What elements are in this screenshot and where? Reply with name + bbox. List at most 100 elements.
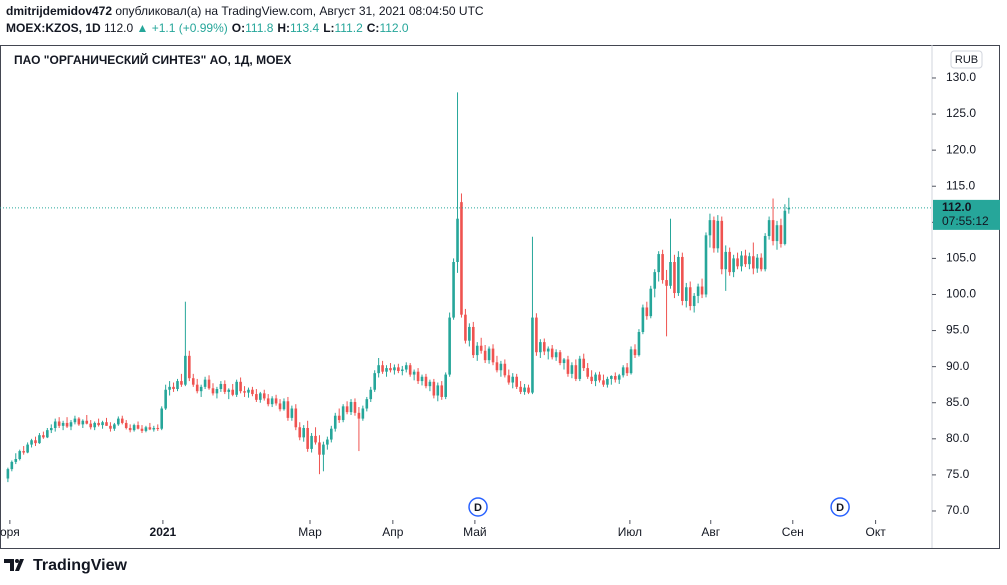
candle-body: [34, 440, 37, 444]
candle-body: [337, 415, 341, 421]
candle-body: [227, 389, 231, 392]
candle-body: [349, 402, 353, 413]
last-price-label: 112.0: [942, 200, 972, 214]
candle-body: [160, 408, 164, 429]
candle-body: [195, 384, 199, 392]
candle-body: [653, 272, 657, 289]
candle-body: [696, 286, 700, 296]
change: ▲ +1.1 (+0.99%): [137, 21, 228, 35]
y-tick-label: 95.0: [946, 323, 970, 337]
footer-brand: TradingView: [33, 557, 128, 574]
ohlc-value: 111.2: [335, 21, 364, 35]
candle-body: [176, 381, 179, 390]
candle-body: [397, 367, 400, 371]
ohlc-label: L:: [323, 21, 334, 35]
candle-body: [152, 427, 156, 430]
candle-body: [385, 368, 388, 372]
candle-body: [527, 387, 530, 393]
author: dmitrijdemidov472 опубликовал(а) на Trad…: [6, 4, 484, 18]
candle-body: [460, 202, 463, 315]
candle-body: [740, 255, 743, 267]
candle-body: [779, 225, 783, 244]
candle-body: [401, 369, 404, 371]
candle-body: [744, 255, 747, 265]
event-marker: [468, 497, 488, 517]
symbol-line: MOEX:KZOS, 1D 112.0 ▲ +1.1 (+0.99%) O:111…: [6, 21, 409, 35]
candle-body: [684, 287, 688, 301]
candle-body: [641, 307, 645, 333]
x-tick-label: 2021: [150, 525, 177, 539]
candle-body: [369, 389, 373, 400]
candle-body: [495, 362, 499, 371]
candle-body: [77, 418, 81, 425]
candle-body: [136, 425, 140, 429]
candle-body: [558, 352, 562, 364]
candle-body: [132, 425, 136, 431]
candle-body: [708, 220, 712, 236]
candle-body: [306, 427, 309, 449]
candle-body: [65, 422, 69, 427]
candle-body: [483, 350, 487, 361]
candle-body: [610, 376, 613, 379]
candle-body: [124, 422, 128, 428]
candle-body: [539, 342, 542, 353]
candle-body: [85, 420, 89, 424]
candle-body: [341, 406, 345, 421]
candle-body: [30, 440, 33, 445]
candle-body: [333, 415, 337, 429]
candle-body: [468, 326, 471, 341]
x-tick-label: Май: [463, 525, 487, 539]
candle-body: [278, 403, 282, 410]
candle-body: [93, 422, 96, 428]
candle-body: [511, 376, 515, 383]
countdown: 07:55:12: [942, 214, 989, 228]
candle-body: [424, 376, 428, 387]
candle-body: [629, 349, 633, 374]
candle-body: [661, 254, 664, 281]
author-name: dmitrijdemidov472: [6, 4, 112, 18]
candle-body: [767, 220, 771, 237]
y-tick-label: 120.0: [946, 142, 976, 156]
chart-frame: [0, 45, 1000, 549]
currency-box: [950, 50, 983, 69]
candle-body: [365, 399, 369, 409]
candle-body: [574, 365, 578, 379]
candle-body: [507, 375, 511, 383]
y-tick-label: 115.0: [946, 178, 975, 192]
candle-body: [128, 427, 132, 431]
candle-body: [207, 379, 211, 389]
candle-body: [408, 365, 412, 375]
y-tick-label: 75.0: [946, 467, 970, 481]
candle-body: [519, 386, 522, 392]
candle-body: [73, 418, 77, 423]
candle-body: [546, 348, 550, 352]
candle-body: [775, 225, 779, 242]
candle-body: [673, 262, 676, 294]
y-tick-label: 70.0: [946, 503, 970, 517]
candle-body: [203, 379, 207, 387]
candle-body: [298, 427, 302, 438]
candle-body: [61, 422, 65, 426]
candle-body: [109, 425, 112, 429]
x-tick-label: Авг: [701, 525, 720, 539]
candle-body: [361, 408, 365, 419]
event-label: D: [836, 502, 844, 514]
candle-body: [452, 262, 455, 318]
candle-body: [448, 317, 451, 375]
candle-body: [416, 371, 420, 382]
candle-body: [554, 352, 558, 358]
candle-body: [231, 389, 235, 395]
y-tick-label: 80.0: [946, 431, 970, 445]
candle-body: [89, 423, 93, 428]
candle-body: [219, 383, 223, 390]
candle-body: [570, 365, 574, 374]
candle-body: [105, 422, 108, 426]
candle-body: [318, 442, 321, 455]
candle-body: [783, 210, 787, 244]
candle-body: [404, 365, 408, 370]
candle-body: [428, 381, 432, 387]
ohlc-label: H:: [277, 21, 290, 35]
y-tick-label: 105.0: [946, 251, 976, 265]
candle-body: [389, 368, 392, 371]
candle-body: [172, 386, 175, 390]
